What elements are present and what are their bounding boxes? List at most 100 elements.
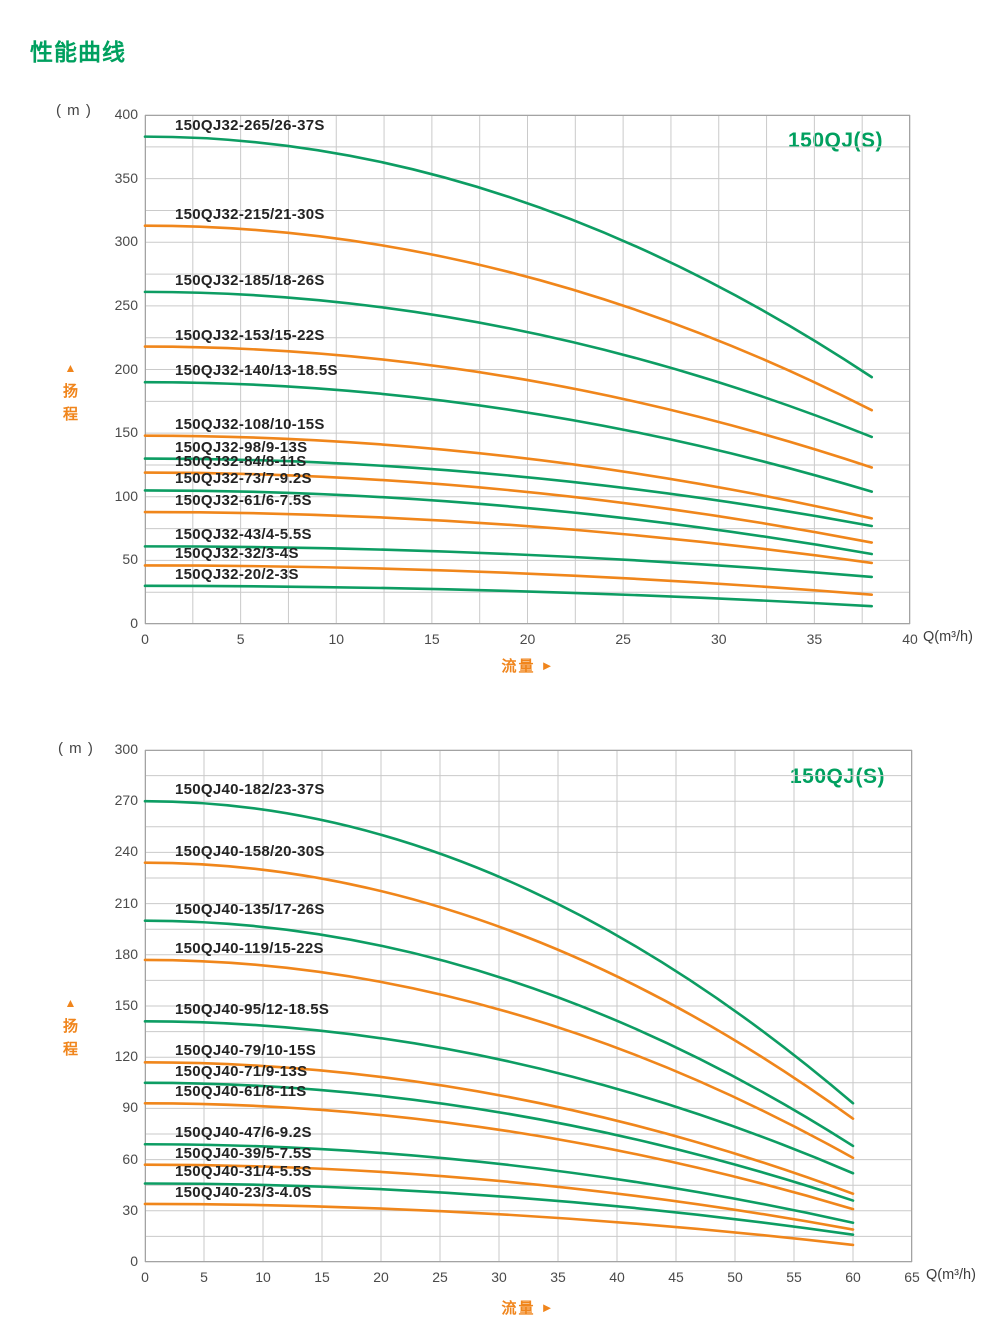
x-tick-label: 35 bbox=[806, 631, 823, 647]
pump-curve bbox=[143, 919, 855, 1148]
right-arrow-icon: ► bbox=[540, 658, 554, 673]
x-tick-label: 55 bbox=[786, 1269, 802, 1285]
x-tick-label: 15 bbox=[314, 1269, 330, 1285]
pump-curve bbox=[143, 584, 874, 608]
x-tick-label: 5 bbox=[236, 631, 245, 647]
x-tick-label: 30 bbox=[710, 631, 727, 647]
page-title: 性能曲线 bbox=[30, 39, 126, 65]
curve-label: 150QJ32-61/6-7.5S bbox=[175, 492, 312, 510]
x-tick-label: 40 bbox=[609, 1269, 625, 1285]
head-axis-text: 扬程 bbox=[62, 383, 78, 423]
curve-label: 150QJ32-108/10-15S bbox=[175, 415, 325, 433]
series-title-top-chart: 150QJ(S) bbox=[788, 129, 884, 152]
curve-label: 150QJ32-215/21-30S bbox=[175, 205, 325, 223]
pump-curve bbox=[143, 1101, 855, 1211]
x-tick-label: 5 bbox=[200, 1269, 208, 1285]
y-tick-label: 240 bbox=[114, 843, 138, 860]
y-tick-label: 200 bbox=[114, 360, 138, 377]
pump-curve bbox=[143, 1061, 855, 1196]
curve-label: 150QJ40-158/20-30S bbox=[175, 842, 325, 860]
y-tick-label: 300 bbox=[114, 741, 138, 757]
pump-curve bbox=[143, 380, 874, 493]
x-tick-label: 10 bbox=[255, 1269, 271, 1285]
curve-label: 150QJ32-140/13-18.5S bbox=[175, 362, 338, 380]
x-tick-label: 0 bbox=[141, 1269, 149, 1285]
pump-curve bbox=[143, 489, 874, 556]
flow-axis-label-bottom-chart: 流量 ► bbox=[145, 1297, 910, 1318]
y-tick-label: 0 bbox=[130, 1253, 138, 1269]
curve-label: 150QJ32-43/4-5.5S bbox=[175, 526, 312, 544]
y-tick-label: 60 bbox=[122, 1150, 138, 1167]
x-axis-unit-top-chart: Q(m³/h) bbox=[923, 629, 973, 645]
plot-border bbox=[145, 115, 910, 624]
y-tick-label: 100 bbox=[114, 487, 138, 504]
x-tick-label: 0 bbox=[141, 631, 149, 647]
series-title-bottom-chart: 150QJ(S) bbox=[790, 765, 886, 788]
y-tick-label: 30 bbox=[122, 1201, 138, 1218]
x-tick-label: 30 bbox=[491, 1269, 507, 1285]
flow-axis-text: 流量 bbox=[501, 1300, 536, 1317]
pump-curve bbox=[143, 224, 874, 412]
plot-area bbox=[143, 749, 913, 1263]
x-tick-label: 60 bbox=[845, 1269, 861, 1285]
pump-curve bbox=[143, 457, 874, 528]
pump-curve bbox=[143, 1081, 855, 1202]
pump-curve bbox=[143, 861, 855, 1120]
y-tick-label: 150 bbox=[114, 424, 138, 441]
y-tick-label: 180 bbox=[114, 945, 138, 962]
curve-label: 150QJ40-182/23-37S bbox=[175, 781, 325, 799]
curve-label: 150QJ40-71/9-13S bbox=[175, 1062, 308, 1080]
pump-curve bbox=[143, 799, 855, 1105]
y-tick-label: 210 bbox=[114, 894, 138, 911]
right-arrow-icon: ► bbox=[540, 1300, 554, 1315]
curve-label: 150QJ32-32/3-4S bbox=[175, 545, 299, 563]
head-axis-label-top-chart: ▲ 扬程 bbox=[62, 360, 79, 426]
y-tick-label: 400 bbox=[114, 106, 138, 122]
pump-curve bbox=[143, 1202, 855, 1247]
y-tick-label: 300 bbox=[114, 233, 138, 250]
x-tick-label: 45 bbox=[668, 1269, 684, 1285]
curve-label: 150QJ32-20/2-3S bbox=[175, 565, 299, 583]
up-arrow-icon: ▲ bbox=[64, 361, 77, 375]
curve-label: 150QJ40-31/4-5.5S bbox=[175, 1163, 312, 1181]
curve-label: 150QJ32-153/15-22S bbox=[175, 326, 325, 344]
curve-label: 150QJ40-119/15-22S bbox=[175, 939, 324, 957]
x-tick-label: 25 bbox=[615, 631, 631, 647]
y-tick-label: 90 bbox=[122, 1099, 138, 1116]
pump-curve bbox=[143, 135, 874, 379]
flow-axis-text: 流量 bbox=[501, 658, 536, 675]
curve-label: 150QJ40-135/17-26S bbox=[175, 900, 325, 918]
y-tick-label: 120 bbox=[114, 1048, 138, 1065]
flow-axis-label-top-chart: 流量 ► bbox=[145, 655, 910, 676]
curve-label: 150QJ40-47/6-9.2S bbox=[175, 1124, 312, 1142]
x-tick-label: 50 bbox=[727, 1269, 743, 1285]
pump-curve bbox=[143, 471, 874, 544]
plot-border bbox=[145, 750, 912, 1262]
y-tick-label: 0 bbox=[130, 615, 138, 631]
head-axis-text: 扬程 bbox=[62, 1018, 78, 1058]
head-axis-label-bottom-chart: ▲ 扬程 bbox=[62, 995, 79, 1061]
pump-curve bbox=[143, 1163, 855, 1231]
curve-label: 150QJ32-185/18-26S bbox=[175, 271, 325, 289]
pump-curve bbox=[143, 545, 874, 579]
pump-curve bbox=[143, 1020, 855, 1175]
pump-curve bbox=[143, 434, 874, 520]
y-axis-unit-bottom-chart: ( m ) bbox=[58, 740, 94, 757]
pump-curve bbox=[143, 1182, 855, 1236]
curve-label: 150QJ40-95/12-18.5S bbox=[175, 1001, 330, 1019]
y-tick-label: 270 bbox=[114, 792, 138, 809]
curve-label: 150QJ32-73/7-9.2S bbox=[175, 470, 312, 488]
y-tick-label: 150 bbox=[114, 997, 138, 1013]
x-tick-label: 25 bbox=[432, 1269, 448, 1285]
curve-label: 150QJ32-265/26-37S bbox=[175, 116, 325, 134]
pump-curve bbox=[143, 564, 874, 597]
x-tick-label: 20 bbox=[373, 1269, 389, 1285]
x-axis-unit-bottom-chart: Q(m³/h) bbox=[926, 1267, 976, 1283]
x-tick-label: 35 bbox=[550, 1269, 566, 1285]
curve-label: 150QJ40-23/3-4.0S bbox=[175, 1183, 312, 1201]
curve-label: 150QJ32-98/9-13S bbox=[175, 438, 308, 456]
x-tick-label: 10 bbox=[328, 631, 345, 647]
curve-label: 150QJ40-61/8-11S bbox=[175, 1083, 307, 1101]
plot-area bbox=[143, 114, 911, 625]
curve-label: 150QJ40-79/10-15S bbox=[175, 1042, 317, 1060]
